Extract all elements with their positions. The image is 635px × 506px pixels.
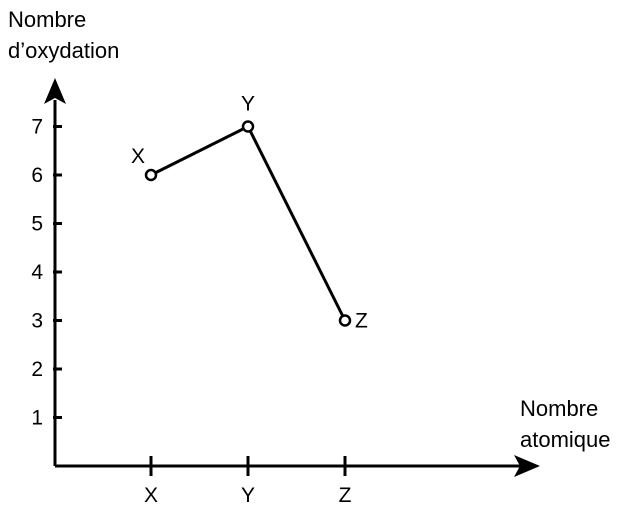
y-tick-label: 1	[31, 407, 43, 430]
x-tick-label: Y	[241, 484, 255, 506]
y-tick-label: 4	[31, 261, 43, 284]
series-polyline	[151, 127, 345, 321]
data-point-label: Y	[241, 93, 255, 116]
x-ticks: X Y Z	[144, 456, 352, 506]
y-tick-label: 6	[31, 164, 43, 187]
data-point-label: X	[131, 145, 145, 168]
data-point-marker	[243, 122, 253, 132]
x-tick-label: Z	[339, 484, 352, 506]
y-tick-label: 7	[31, 116, 43, 139]
axes	[44, 78, 540, 477]
series-line	[151, 127, 345, 321]
data-point-marker	[146, 170, 156, 180]
y-tick-label: 2	[31, 358, 43, 381]
x-tick-label: X	[144, 484, 158, 506]
y-tick-label: 5	[31, 213, 43, 236]
data-point-label: Z	[355, 310, 368, 333]
y-tick-label: 3	[31, 310, 43, 333]
data-point-marker	[340, 316, 350, 326]
y-ticks: 1 2 3 4 5 6 7	[31, 116, 62, 430]
